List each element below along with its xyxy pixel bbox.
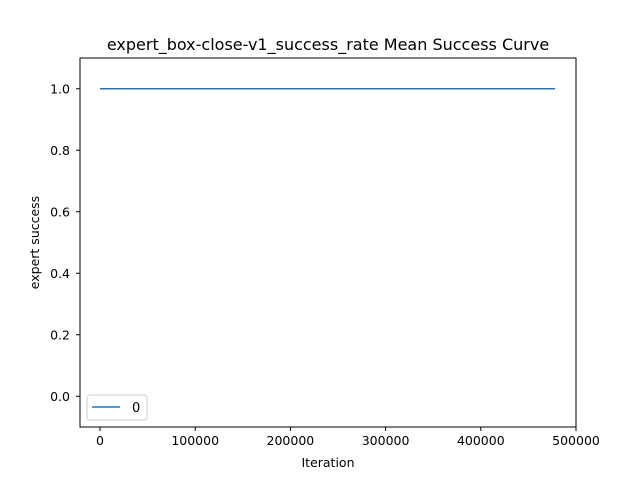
legend: 0	[86, 394, 148, 421]
y-axis-ticks: 0.0 0.2 0.4 0.6 0.8 1.0	[50, 81, 80, 404]
y-tick-label: 1.0	[50, 81, 70, 96]
x-axis-ticks: 0 100000 200000 300000 400000 500000	[96, 427, 600, 448]
x-tick-label: 0	[96, 433, 104, 448]
y-tick-label: 0.0	[50, 389, 70, 404]
y-tick-label: 0.2	[50, 327, 70, 342]
y-tick-label: 0.4	[50, 266, 70, 281]
x-tick-label: 200000	[267, 433, 315, 448]
plot-frame	[79, 57, 577, 428]
chart-title: expert_box-close-v1_success_rate Mean Su…	[107, 35, 549, 55]
x-tick-label: 400000	[457, 433, 505, 448]
x-tick-label: 100000	[171, 433, 219, 448]
x-tick-label: 500000	[552, 433, 600, 448]
y-tick-label: 0.8	[50, 143, 70, 158]
legend-series-label: 0	[132, 401, 140, 416]
y-tick-label: 0.6	[50, 204, 70, 219]
y-axis-label: expert success	[27, 196, 42, 289]
x-axis-label: Iteration	[301, 455, 354, 470]
x-tick-label: 300000	[362, 433, 410, 448]
